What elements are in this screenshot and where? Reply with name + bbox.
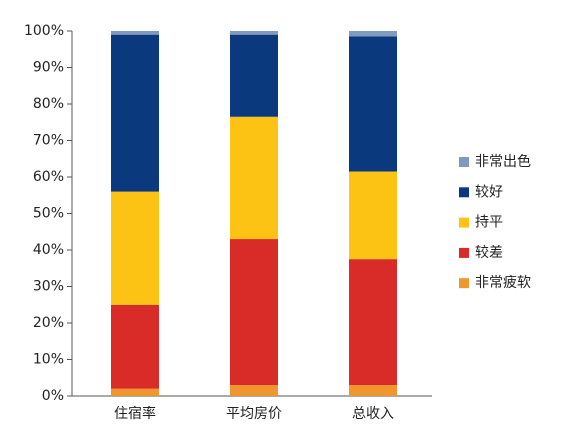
x-tick-label: 总收入	[352, 406, 394, 422]
legend-swatch	[459, 278, 469, 289]
legend-swatch	[459, 157, 469, 167]
bar-segment	[230, 34, 278, 117]
bar-segment	[230, 385, 278, 396]
bar-segment	[230, 31, 278, 35]
bar-segment	[111, 304, 159, 389]
legend-label: 较好	[475, 184, 503, 200]
y-tick-label: 80%	[33, 96, 64, 112]
bar-segment	[111, 31, 159, 35]
y-tick-label: 50%	[33, 206, 64, 222]
bar-segment	[230, 239, 278, 386]
bar-segment	[349, 259, 397, 386]
legend-swatch	[459, 247, 469, 258]
x-tick-label: 住宿率	[114, 405, 156, 422]
bar-segment	[230, 116, 278, 240]
y-tick-label: 0%	[42, 388, 64, 404]
legend-label: 非常出色	[475, 153, 531, 170]
y-tick-label: 30%	[33, 279, 64, 295]
bar-segment	[349, 36, 397, 172]
y-tick-label: 20%	[33, 315, 64, 331]
bar-segment	[111, 34, 159, 192]
x-tick-label: 平均房价	[226, 406, 282, 422]
bar-segment	[349, 31, 397, 37]
bar-segment	[349, 171, 397, 260]
legend-label: 非常疲软	[475, 274, 531, 291]
legend-label: 持平	[475, 215, 503, 231]
bar-segment	[349, 385, 397, 396]
legend-swatch	[459, 217, 469, 228]
y-tick-label: 40%	[33, 242, 64, 258]
y-tick-label: 100%	[24, 23, 64, 39]
y-tick-label: 90%	[33, 60, 64, 76]
y-tick-label: 60%	[33, 169, 64, 185]
y-tick-label: 10%	[33, 352, 64, 368]
bar-segment	[111, 191, 159, 305]
y-tick-label: 70%	[33, 133, 64, 149]
bar-segment	[111, 388, 159, 396]
legend-label: 较差	[475, 245, 503, 261]
legend-swatch	[459, 187, 469, 198]
